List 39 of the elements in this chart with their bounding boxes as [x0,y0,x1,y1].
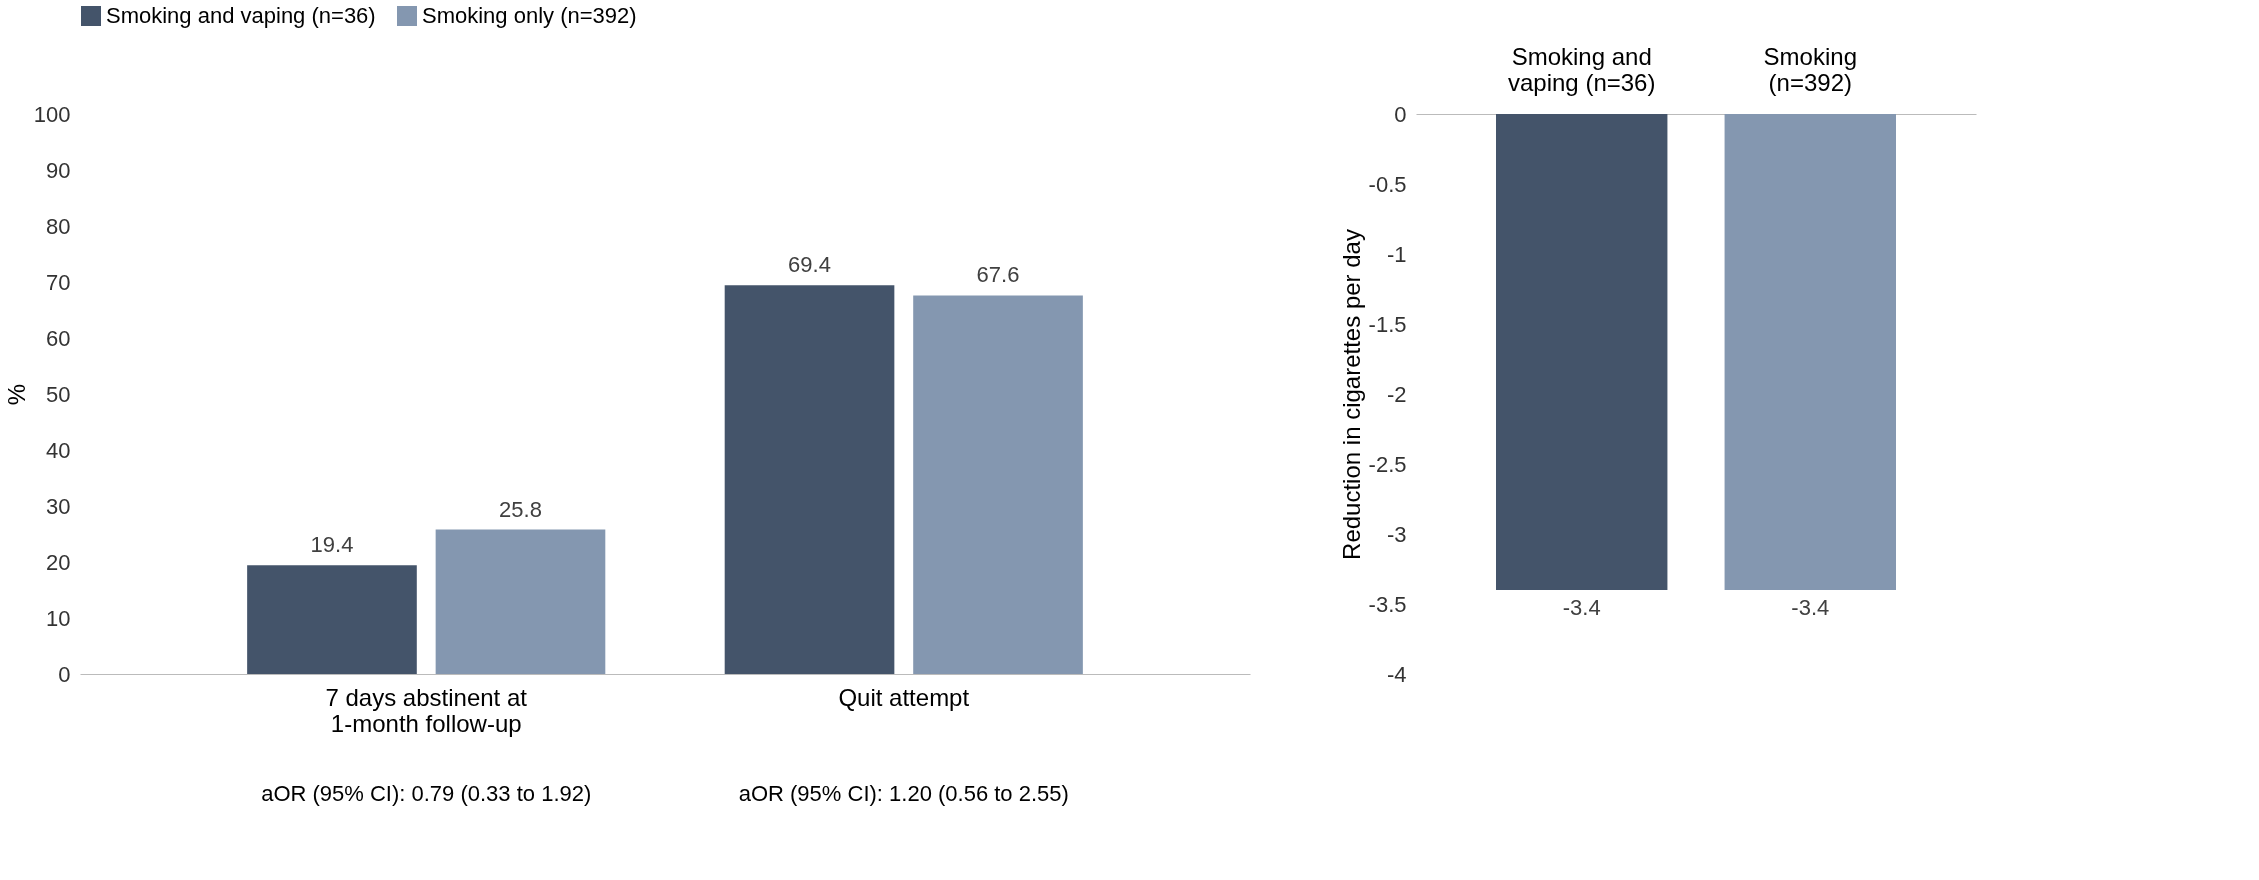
y-tick-label: -0.5 [1368,171,1407,197]
y-tick-label: 20 [46,549,71,575]
y-axis-title: Reduction in cigarettes per day [1337,229,1365,560]
y-tick-label: -2.5 [1368,451,1407,477]
legend-label: Smoking only (n=392) [422,3,637,28]
y-tick-label: 0 [1394,101,1407,127]
y-axis-title: % [2,383,30,406]
text: aOR (95% CI): 0.79 (0.33 to 1.92) [261,781,592,806]
y-tick-label: 80 [46,213,71,239]
y-tick-label: -1.5 [1368,311,1407,337]
x-tick-label: 7 days abstinent at 1-month follow-up [325,683,528,737]
y-tick-label: 70 [46,269,71,295]
text: aOR (95% CI): 1.20 (0.56 to 2.55) [738,781,1069,806]
data-label: 19.4 [310,532,354,558]
y-tick-label: -1 [1386,241,1407,267]
y-tick-label: 100 [33,101,71,127]
bar [913,295,1083,674]
y-tick-label: -3.5 [1368,591,1407,617]
x-tick-label: Quit attempt [838,683,970,711]
bar [724,285,895,674]
y-tick-label: -3 [1386,521,1407,547]
y-tick-label: 0 [58,661,71,687]
y-tick-label: 10 [46,605,71,631]
x-tick-label: Smoking (n=392) [1763,42,1857,96]
legend-label: Smoking and vaping (n=36) [106,3,376,28]
bar [435,529,606,674]
y-tick-label: 40 [46,437,71,463]
data-label: -3.4 [1562,595,1601,620]
y-tick-label: 60 [46,325,71,351]
y-tick-label: -2 [1386,381,1407,407]
y-tick-label: 90 [46,157,71,183]
y-tick-label: 50 [46,381,71,407]
y-tick-label: 30 [46,493,71,519]
data-label: -3.4 [1791,595,1830,620]
bar [247,565,417,674]
data-label: 25.8 [499,496,542,522]
y-tick-label: -4 [1386,661,1407,687]
data-label: 69.4 [788,252,831,278]
data-label: 67.6 [976,262,1020,288]
